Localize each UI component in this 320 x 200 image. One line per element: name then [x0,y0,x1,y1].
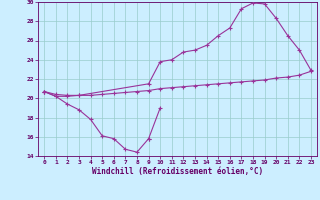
X-axis label: Windchill (Refroidissement éolien,°C): Windchill (Refroidissement éolien,°C) [92,167,263,176]
